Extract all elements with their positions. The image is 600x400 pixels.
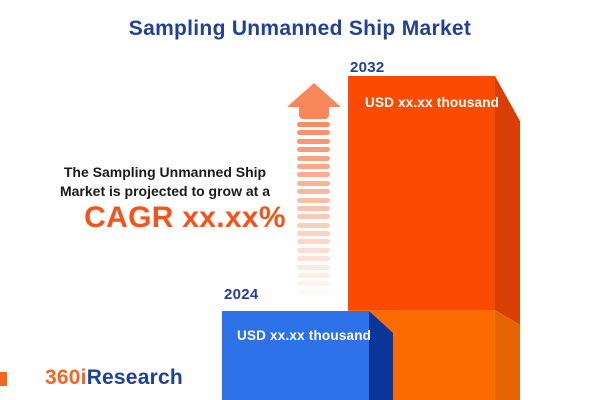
growth-statement-line2: Market is projected to grow at a: [59, 183, 271, 199]
bar-2024-side-face: [369, 311, 393, 400]
bar-value-2032: USD xx.xx thousand: [365, 95, 500, 110]
cagr-value: CAGR xx.xx%: [84, 201, 286, 234]
brand-logo-prefix: 360i: [45, 366, 87, 389]
growth-arrow-stripes: [297, 122, 330, 298]
brand-logo-suffix: Research: [86, 366, 183, 389]
bar-2032-front-upper: [348, 76, 495, 310]
bar-2024-front: [222, 311, 369, 400]
year-label-2024: 2024: [224, 286, 259, 303]
bar-value-2024: USD xx.xx thousand: [237, 328, 372, 343]
growth-arrow-icon: [287, 83, 341, 119]
year-label-2032: 2032: [350, 59, 385, 76]
growth-statement-line1: The Sampling Unmanned Ship: [63, 164, 267, 180]
page-title: Sampling Unmanned Ship Market: [128, 17, 472, 40]
logo-mark: [0, 372, 7, 386]
bar-2032-side-face: [495, 76, 520, 400]
growth-statement: The Sampling Unmanned Ship Market is pro…: [35, 163, 295, 201]
brand-logo: 360iResearch: [45, 366, 183, 390]
